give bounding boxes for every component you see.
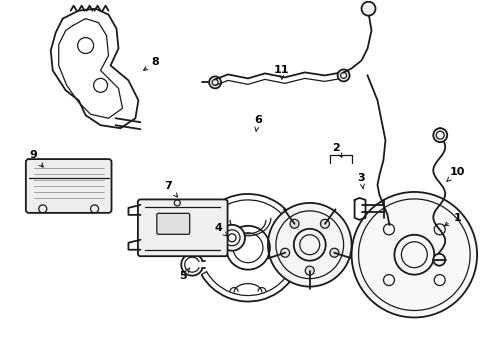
Text: 1: 1 — [444, 213, 460, 226]
Text: 5: 5 — [179, 268, 189, 281]
Text: 3: 3 — [357, 173, 365, 189]
Text: 2: 2 — [331, 143, 341, 157]
Text: 9: 9 — [29, 150, 43, 167]
Text: 10: 10 — [446, 167, 464, 182]
Circle shape — [337, 69, 349, 81]
FancyBboxPatch shape — [26, 159, 111, 213]
Text: 6: 6 — [253, 115, 262, 131]
Circle shape — [432, 254, 444, 266]
Text: 8: 8 — [143, 58, 159, 70]
FancyBboxPatch shape — [138, 199, 227, 256]
Circle shape — [219, 225, 244, 251]
FancyBboxPatch shape — [157, 213, 189, 234]
Circle shape — [351, 192, 476, 318]
Text: 11: 11 — [274, 66, 289, 79]
Text: 4: 4 — [214, 223, 227, 236]
Circle shape — [361, 2, 375, 15]
Circle shape — [432, 128, 447, 142]
Circle shape — [320, 219, 329, 228]
Circle shape — [289, 219, 298, 228]
Text: 7: 7 — [164, 181, 177, 197]
Circle shape — [209, 76, 221, 88]
Circle shape — [280, 248, 289, 257]
Circle shape — [329, 248, 338, 257]
Circle shape — [305, 266, 314, 275]
Circle shape — [267, 203, 351, 287]
